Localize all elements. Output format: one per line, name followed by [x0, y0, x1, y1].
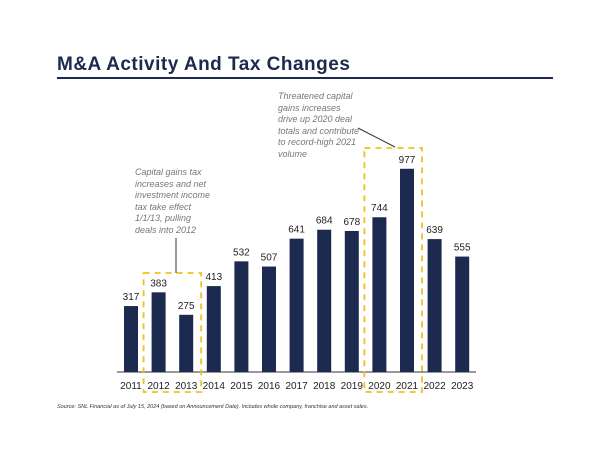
bar-2015 [234, 261, 249, 372]
value-label-2016: 507 [261, 253, 278, 264]
value-label-2022: 639 [426, 225, 443, 236]
chart-title: M&A Activity And Tax Changes [57, 54, 351, 75]
bar-2013 [179, 314, 194, 372]
value-label-2023: 555 [454, 243, 471, 254]
tick-label-2018: 2018 [313, 381, 336, 392]
bar-2012 [151, 292, 166, 372]
tick-label-2022: 2022 [423, 381, 446, 392]
highlight-box-2020-2021 [363, 147, 423, 393]
source-note: Source: SNL Financial as of July 15, 202… [57, 404, 369, 410]
annotation-2012: Capital gains tax increases and net inve… [135, 167, 211, 235]
tick-label-2020: 2020 [368, 381, 391, 392]
bar-2011 [124, 306, 138, 372]
value-label-2011: 317 [123, 292, 140, 303]
tick-label-2014: 2014 [203, 381, 226, 392]
bar-2020 [372, 217, 387, 372]
tick-label-2013: 2013 [175, 381, 198, 392]
value-label-2014: 413 [205, 272, 222, 283]
value-label-2017: 641 [288, 225, 305, 236]
value-label-2018: 684 [316, 216, 333, 227]
tick-label-2021: 2021 [396, 381, 419, 392]
value-label-2020: 744 [371, 203, 388, 214]
value-label-2012: 383 [150, 278, 167, 289]
tick-label-2019: 2019 [341, 381, 364, 392]
tick-label-2012: 2012 [147, 381, 170, 392]
bar-2017 [289, 238, 304, 372]
bar-2022 [427, 239, 442, 372]
value-label-2013: 275 [178, 301, 195, 312]
tick-label-2023: 2023 [451, 381, 474, 392]
annotation-leader-2020 [357, 127, 396, 148]
bar-2019 [344, 230, 359, 372]
tick-label-2015: 2015 [230, 381, 253, 392]
bar-2016 [262, 266, 276, 372]
annotation-2020: Threatened capital gains increases drive… [278, 91, 360, 159]
bar-2014 [206, 286, 221, 372]
title-divider [57, 77, 553, 79]
value-label-2015: 532 [233, 247, 250, 258]
value-label-2019: 678 [343, 217, 360, 228]
bar-2018 [317, 229, 332, 372]
tick-label-2016: 2016 [258, 381, 281, 392]
tick-label-2017: 2017 [285, 381, 308, 392]
bar-2023 [455, 256, 470, 372]
bar-2021 [400, 168, 414, 372]
tick-label-2011: 2011 [120, 381, 142, 392]
value-label-2021: 977 [399, 155, 416, 166]
